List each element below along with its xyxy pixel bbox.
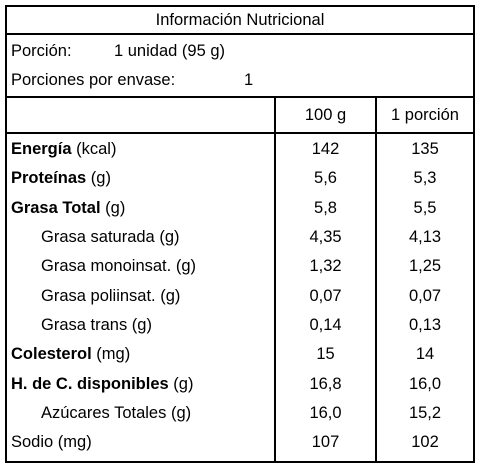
nutrient-unit: (g) [171, 257, 196, 276]
value-per-100g: 4,35 [309, 228, 342, 247]
value-per-portion: 4,13 [408, 228, 442, 247]
servings-per-container-row: Porciones por envase: 1 [7, 66, 473, 95]
nutrient-name-text: Proteínas [11, 169, 87, 188]
nutrient-name-text: Grasa Total [11, 198, 101, 217]
nutrient-name-text: Sodio [11, 433, 54, 452]
nutrient-name: Proteínas (g) [11, 164, 111, 193]
portion-label: Porción: [11, 42, 72, 60]
value-per-100g: 16,0 [309, 403, 342, 422]
nutrient-unit: (g) [100, 198, 126, 217]
nutrient-name: Azúcares Totales (g) [41, 399, 191, 428]
portion-row: Porción: 1 unidad (95 g) [7, 37, 473, 66]
nutrient-name-text: H. de C. disponibles [11, 374, 169, 393]
nutrient-unit: (g) [154, 228, 180, 247]
column-divider [274, 96, 276, 461]
value-per-portion: 0,13 [408, 315, 442, 334]
value-per-portion: 5,3 [413, 169, 437, 188]
value-per-portion: 135 [411, 140, 439, 159]
nutrient-name: Grasa monoinsat. (g) [41, 252, 196, 281]
nutrient-unit: (g) [166, 403, 192, 422]
nutrient-row: Azúcares Totales (g) 16,0 15,2 [7, 399, 473, 428]
nutrient-name: Grasa Total (g) [11, 194, 125, 223]
nutrient-row: Sodio (mg) 107 102 [7, 428, 473, 457]
nutrient-name-text: Energía [11, 140, 72, 159]
nutrient-unit: (g) [155, 286, 181, 305]
nutrient-name-text: Grasa poliinsat. [41, 286, 156, 305]
nutrient-unit: (g) [127, 315, 152, 334]
value-per-portion: 102 [411, 433, 439, 452]
nutrition-facts-table: Información Nutricional Porción: 1 unida… [5, 5, 475, 463]
portion-value: 1 unidad (95 g) [114, 42, 225, 60]
nutrient-row: Grasa trans (g) 0,14 0,13 [7, 311, 473, 340]
nutrient-row: Grasa Total (g) 5,8 5,5 [7, 194, 473, 223]
column-header-100g: 100 g [304, 105, 347, 124]
value-per-100g: 1,32 [309, 257, 342, 276]
nutrient-row: Colesterol (mg) 15 14 [7, 340, 473, 369]
nutrient-name-text: Colesterol [11, 345, 92, 364]
nutrient-unit: (kcal) [71, 140, 117, 159]
value-per-100g: 5,6 [314, 169, 337, 188]
nutrient-name: Grasa poliinsat. (g) [41, 282, 180, 311]
servings-value: 1 [244, 71, 254, 89]
servings-label: Porciones por envase: [11, 71, 176, 89]
nutrient-row: Energía (kcal) 142 135 [7, 135, 473, 164]
value-per-100g: 5,8 [314, 198, 337, 217]
value-per-portion: 16,0 [408, 374, 442, 393]
column-divider [375, 96, 377, 461]
value-per-100g: 0,07 [309, 286, 342, 305]
nutrient-name-text: Grasa monoinsat. [41, 257, 172, 276]
nutrient-name: Colesterol (mg) [11, 340, 130, 369]
nutrient-unit: (mg) [53, 433, 92, 452]
value-per-portion: 0,07 [408, 286, 442, 305]
title-row: Información Nutricional [7, 7, 473, 35]
nutrient-name: H. de C. disponibles (g) [11, 369, 193, 398]
nutrient-row: Grasa monoinsat. (g) 1,32 1,25 [7, 252, 473, 281]
value-per-portion: 1,25 [408, 257, 442, 276]
value-per-100g: 16,8 [309, 374, 342, 393]
value-per-portion: 15,2 [408, 403, 442, 422]
column-header-portion: 1 porción [391, 105, 459, 124]
nutrient-name: Grasa trans (g) [41, 311, 152, 340]
value-per-100g: 15 [316, 345, 335, 364]
nutrient-unit: (g) [168, 374, 194, 393]
value-per-100g: 142 [311, 140, 340, 159]
nutrient-row: Grasa poliinsat. (g) 0,07 0,07 [7, 282, 473, 311]
nutrient-unit: (g) [86, 169, 111, 188]
nutrient-unit: (mg) [91, 345, 131, 364]
table-title: Información Nutricional [155, 10, 325, 29]
nutrient-row: Grasa saturada (g) 4,35 4,13 [7, 223, 473, 252]
nutrient-name: Energía (kcal) [11, 135, 116, 164]
nutrient-name: Grasa saturada (g) [41, 223, 179, 252]
nutrient-row: H. de C. disponibles (g) 16,8 16,0 [7, 369, 473, 398]
nutrient-row: Proteínas (g) 5,6 5,3 [7, 164, 473, 193]
nutrient-name-text: Azúcares Totales [41, 403, 167, 422]
nutrient-name-text: Grasa trans [41, 315, 128, 334]
nutrient-name-text: Grasa saturada [41, 228, 155, 247]
value-per-100g: 0,14 [309, 315, 342, 334]
value-per-100g: 107 [311, 433, 340, 452]
value-per-portion: 14 [415, 345, 435, 364]
column-header-row: 100 g 1 porción [7, 96, 473, 134]
nutrient-name: Sodio (mg) [11, 428, 92, 457]
value-per-portion: 5,5 [413, 198, 437, 217]
